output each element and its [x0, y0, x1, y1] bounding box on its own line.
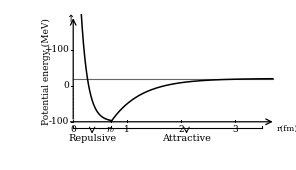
Text: ↑: ↑: [67, 14, 75, 24]
Text: Potential energy (MeV): Potential energy (MeV): [42, 18, 51, 125]
Text: r₀: r₀: [106, 125, 114, 134]
Text: 0: 0: [70, 125, 76, 134]
Text: -100: -100: [49, 117, 69, 126]
Text: 2: 2: [178, 125, 184, 134]
Text: 1: 1: [124, 125, 130, 134]
Text: Attractive: Attractive: [162, 134, 211, 143]
Text: r(fm)→: r(fm)→: [277, 125, 296, 133]
Text: 3: 3: [232, 125, 238, 134]
Text: +100: +100: [44, 45, 69, 54]
Text: 0: 0: [63, 81, 69, 90]
Text: Repulsive: Repulsive: [68, 134, 116, 143]
